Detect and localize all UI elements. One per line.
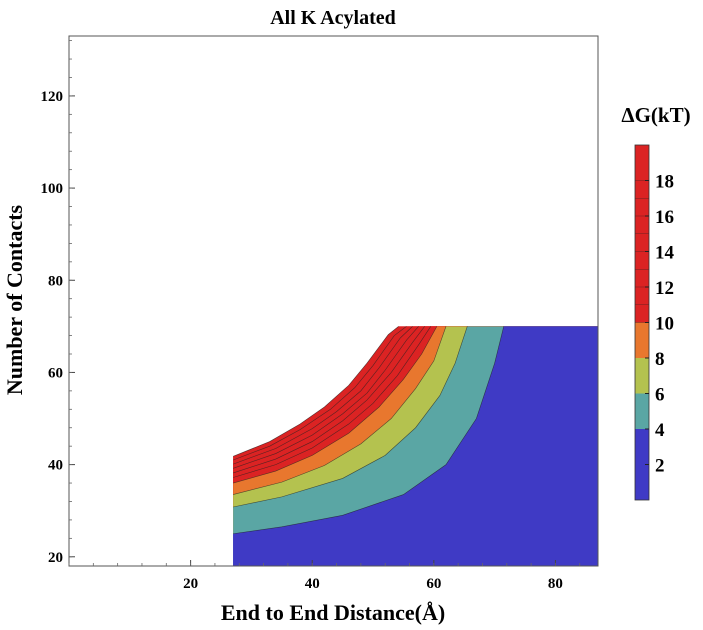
contour-line-16	[233, 326, 399, 457]
chart-title: All K Acylated	[270, 7, 396, 29]
x-tick-label: 80	[548, 576, 563, 592]
colorbar-title: ΔG(kT)	[621, 103, 690, 127]
colorbar-tick-label: 4	[655, 420, 665, 441]
colorbar: 2 4 6 8 10 12 14 16 18	[634, 144, 675, 501]
contour-band-blue	[233, 326, 598, 566]
y-tick-label: 60	[48, 365, 63, 381]
y-tick-label: 100	[41, 181, 64, 197]
colorbar-band	[635, 322, 649, 358]
y-tick-label: 80	[48, 273, 63, 289]
plot-area	[68, 35, 599, 567]
contour-line-14	[233, 326, 413, 465]
colorbar-band	[635, 429, 649, 500]
contour-line-6	[233, 326, 468, 508]
x-tick-label: 60	[426, 576, 441, 592]
colorbar-tick-label: 10	[655, 314, 674, 335]
plot-frame	[68, 35, 599, 567]
x-axis: 20 40 60 80	[68, 560, 581, 592]
y-tick-label: 40	[48, 458, 63, 474]
contour-line-10	[233, 326, 438, 484]
colorbar-band	[635, 393, 649, 429]
contour-line-4	[233, 326, 505, 535]
y-axis-label: Number of Contacts	[2, 204, 27, 395]
colorbar-tick-label: 16	[655, 207, 674, 228]
x-tick-label: 40	[305, 576, 320, 592]
contour-line-11	[233, 326, 432, 478]
y-tick-label: 120	[41, 89, 64, 105]
contour-line-12	[233, 326, 425, 474]
y-axis: 20 40 60 80 100 120	[41, 40, 75, 566]
y-tick-label: 20	[48, 550, 63, 566]
x-tick-label: 20	[183, 576, 198, 592]
colorbar-tick-label: 18	[655, 172, 674, 193]
colorbar-tick-label: 12	[655, 278, 674, 299]
contour-line-13	[233, 326, 419, 469]
contour-line-8	[233, 326, 447, 495]
contour-line-15	[233, 326, 407, 461]
colorbar-tick-label: 2	[655, 456, 665, 477]
colorbar-tick-label: 8	[655, 349, 665, 370]
x-axis-label: End to End Distance(Å)	[221, 600, 445, 625]
colorbar-tick-label: 14	[655, 243, 675, 264]
colorbar-tick-label: 6	[655, 385, 665, 406]
colorbar-band	[635, 358, 649, 394]
